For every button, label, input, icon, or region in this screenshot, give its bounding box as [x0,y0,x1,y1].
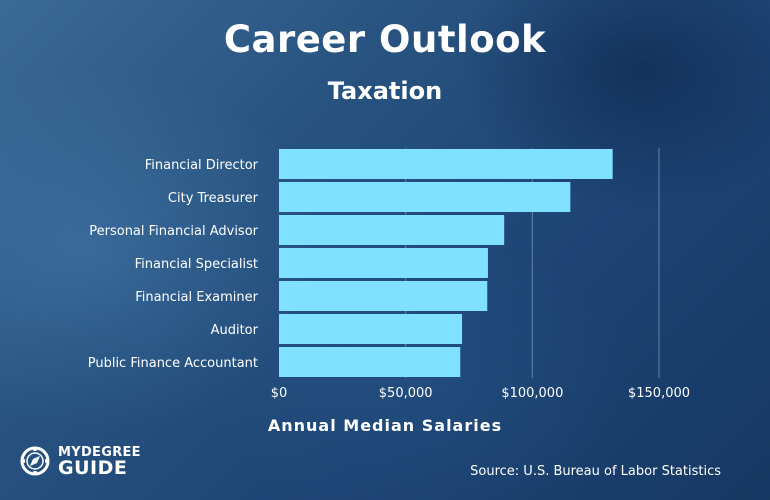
x-axis-label: Annual Median Salaries [267,416,503,435]
mydegreeguide-logo: MYDEGREE GUIDE [18,444,141,484]
category-labels: Financial Director City Treasurer Personal… [88,158,259,371]
category-label: Financial Examiner [135,290,258,305]
logo-text-bottom: GUIDE [58,457,128,479]
category-label: Public Finance Accountant [88,356,258,371]
bars [279,149,613,377]
category-label: Auditor [211,323,259,338]
bar [279,215,505,245]
bar [279,149,613,179]
bar [279,182,571,212]
source-note: Source: U.S. Bureau of Labor Statistics [470,464,721,479]
category-label: Financial Specialist [135,257,258,272]
bar [279,248,488,278]
logo-text-top: MYDEGREE [58,445,141,460]
bar [279,281,488,311]
x-tick-label: $150,000 [628,386,690,401]
bar [279,314,463,344]
category-label: Personal Financial Advisor [89,224,258,239]
x-tick-label: $0 [271,386,288,401]
chart-subtitle: Taxation [327,77,443,105]
compass-icon [20,446,50,476]
category-label: City Treasurer [168,191,259,206]
bar [279,347,461,377]
x-tick-labels: $0 $50,000 $100,000 $150,000 [271,386,690,401]
category-label: Financial Director [145,158,259,173]
chart-title: Career Outlook [223,18,547,61]
x-tick-label: $100,000 [501,386,563,401]
x-tick-label: $50,000 [379,386,433,401]
